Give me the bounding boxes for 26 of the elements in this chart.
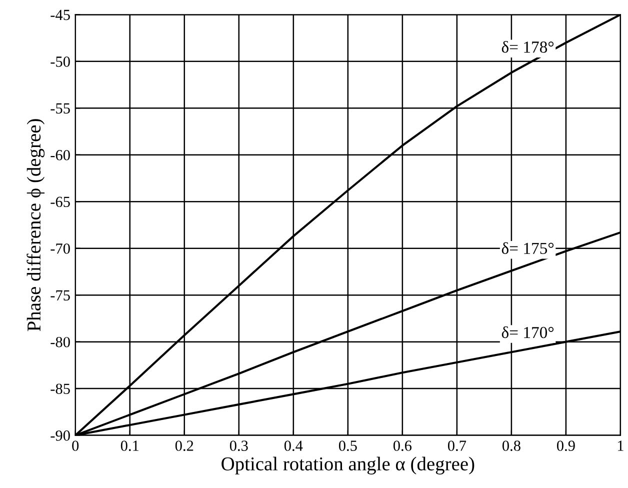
x-tick-label: 1 bbox=[618, 440, 624, 451]
y-tick-label: -60 bbox=[50, 150, 70, 160]
x-tick-label: 0 bbox=[72, 440, 79, 451]
y-tick-label: -75 bbox=[50, 290, 70, 301]
x-tick-label: 0.9 bbox=[556, 440, 575, 451]
x-tick-label: 0.2 bbox=[175, 440, 194, 451]
y-tick-label: -70 bbox=[50, 243, 70, 254]
series-label: δ= 175° bbox=[502, 242, 554, 254]
x-tick-label: 0.5 bbox=[338, 440, 357, 451]
y-tick-label: -90 bbox=[50, 430, 70, 441]
x-tick-label: 0.4 bbox=[284, 440, 303, 451]
x-tick-label: 0.7 bbox=[448, 440, 466, 451]
y-axis-title: Phase difference ϕ (degree) bbox=[26, 119, 45, 332]
x-axis-title: Optical rotation angle α (degree) bbox=[222, 456, 474, 474]
x-tick-label: 0.6 bbox=[393, 440, 412, 451]
series-label: δ= 170° bbox=[502, 326, 554, 338]
x-tick-label: 0.3 bbox=[230, 440, 248, 451]
y-tick-label: -55 bbox=[50, 103, 70, 114]
x-tick-label: 0.1 bbox=[120, 440, 138, 451]
y-tick-label: -80 bbox=[50, 336, 70, 348]
series-label: δ= 178° bbox=[502, 40, 554, 53]
y-tick-label: -45 bbox=[50, 10, 70, 20]
x-tick-label: 0.8 bbox=[502, 440, 520, 451]
y-tick-label: -65 bbox=[50, 196, 70, 208]
y-tick-label: -50 bbox=[50, 56, 70, 67]
y-tick-label: -85 bbox=[50, 384, 70, 394]
